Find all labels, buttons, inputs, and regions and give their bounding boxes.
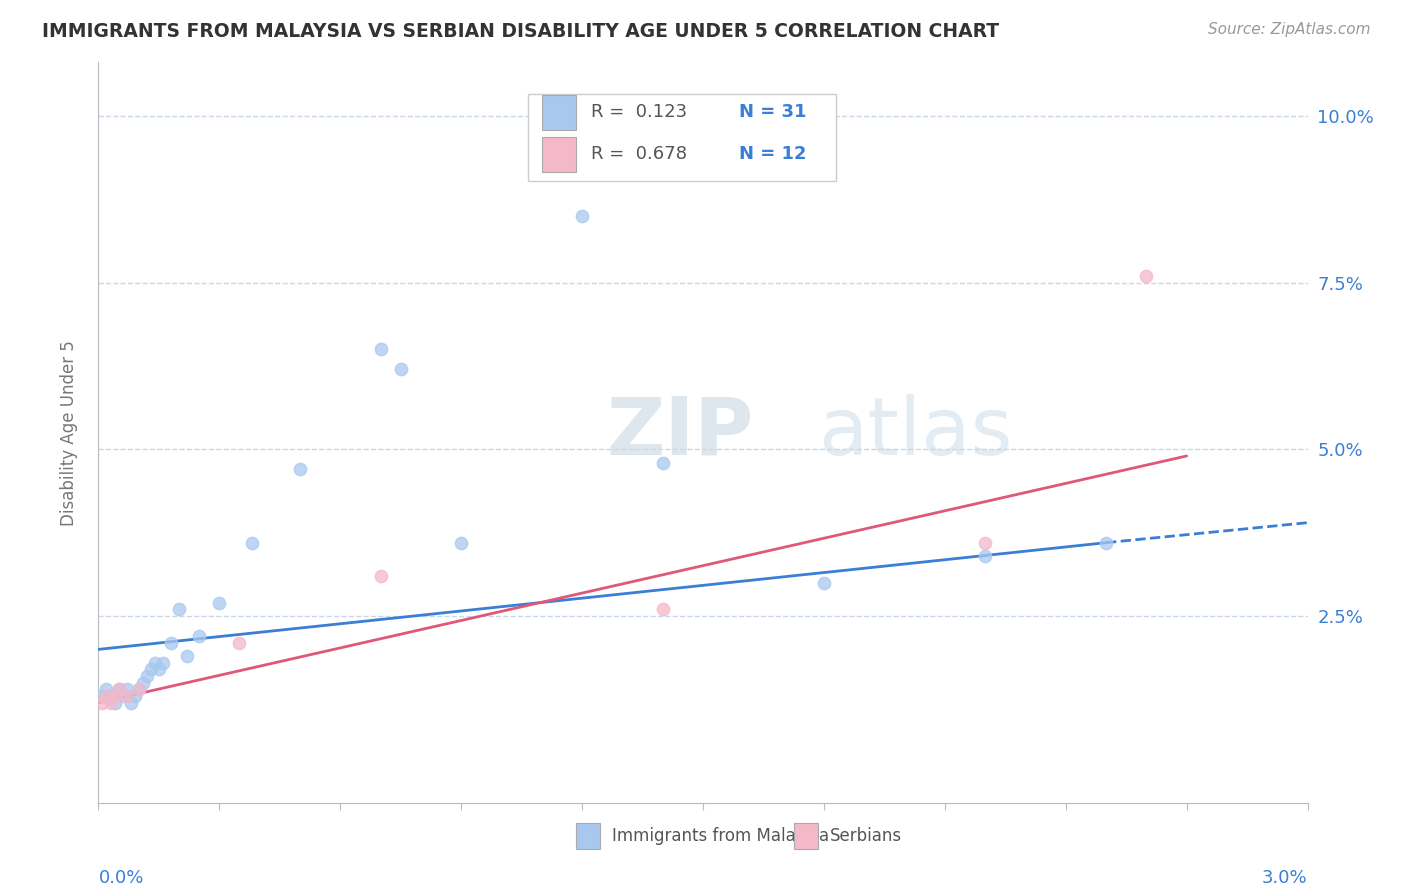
Text: Immigrants from Malaysia: Immigrants from Malaysia — [613, 827, 830, 845]
Point — [148, 662, 170, 676]
Point — [176, 648, 198, 663]
Point — [96, 682, 118, 697]
Point — [103, 696, 125, 710]
Point — [1095, 535, 1118, 549]
Point — [152, 656, 174, 670]
Point — [132, 675, 155, 690]
Point — [115, 689, 138, 703]
Point — [115, 682, 138, 697]
Point — [389, 362, 412, 376]
Text: ZIP: ZIP — [606, 393, 754, 472]
Point — [107, 682, 129, 697]
Point — [91, 689, 114, 703]
Point — [128, 682, 150, 697]
FancyBboxPatch shape — [527, 94, 837, 181]
Point — [111, 689, 134, 703]
Y-axis label: Disability Age Under 5: Disability Age Under 5 — [59, 340, 77, 525]
Text: 3.0%: 3.0% — [1263, 870, 1308, 888]
Point — [651, 456, 673, 470]
Point — [188, 629, 211, 643]
Point — [103, 689, 125, 703]
Text: N = 31: N = 31 — [740, 103, 807, 121]
Point — [143, 656, 166, 670]
Text: R =  0.123: R = 0.123 — [591, 103, 686, 121]
Point — [91, 696, 114, 710]
Point — [370, 569, 392, 583]
Point — [128, 682, 150, 697]
Point — [160, 636, 183, 650]
Bar — [793, 822, 818, 848]
Bar — [576, 822, 600, 848]
Text: Serbians: Serbians — [830, 827, 903, 845]
Point — [107, 682, 129, 697]
Point — [571, 209, 593, 223]
Point — [135, 669, 157, 683]
Point — [1135, 268, 1157, 283]
Text: IMMIGRANTS FROM MALAYSIA VS SERBIAN DISABILITY AGE UNDER 5 CORRELATION CHART: IMMIGRANTS FROM MALAYSIA VS SERBIAN DISA… — [42, 22, 1000, 41]
Point — [167, 602, 190, 616]
Point — [208, 596, 231, 610]
Point — [228, 636, 250, 650]
Point — [100, 696, 122, 710]
Point — [139, 662, 162, 676]
Text: N = 12: N = 12 — [740, 145, 807, 163]
Point — [288, 462, 311, 476]
Point — [813, 575, 835, 590]
Point — [240, 535, 263, 549]
Point — [974, 535, 997, 549]
Text: 0.0%: 0.0% — [98, 870, 143, 888]
Point — [124, 689, 146, 703]
Bar — [543, 136, 576, 172]
Text: Source: ZipAtlas.com: Source: ZipAtlas.com — [1208, 22, 1371, 37]
Point — [120, 696, 142, 710]
Text: R =  0.678: R = 0.678 — [591, 145, 686, 163]
Point — [651, 602, 673, 616]
Bar — [543, 95, 576, 130]
Text: atlas: atlas — [818, 393, 1012, 472]
Point — [450, 535, 472, 549]
Point — [100, 689, 122, 703]
Point — [370, 343, 392, 357]
Point — [974, 549, 997, 563]
Point — [96, 689, 118, 703]
